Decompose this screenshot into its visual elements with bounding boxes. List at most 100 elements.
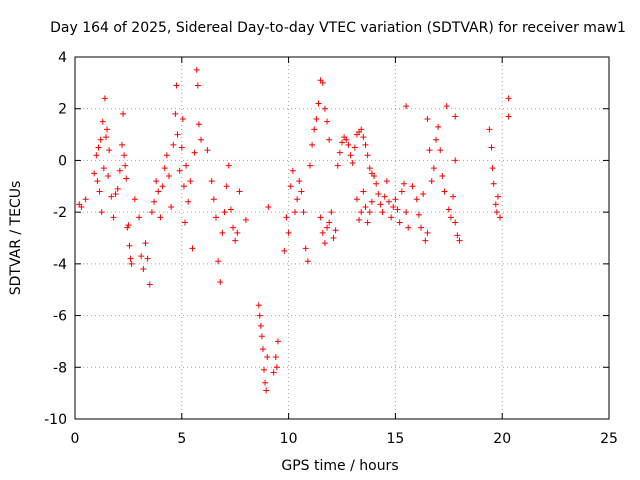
data-point-marker: [82, 196, 89, 203]
data-point-marker: [182, 219, 189, 226]
data-point-marker: [124, 224, 131, 231]
data-point-marker: [339, 139, 345, 146]
data-point-marker: [172, 110, 179, 117]
data-point-marker: [392, 196, 399, 203]
data-point-marker: [360, 134, 367, 141]
data-point-marker: [420, 191, 427, 198]
data-point-marker: [215, 258, 222, 265]
data-point-marker: [296, 178, 303, 185]
data-point-marker: [272, 353, 279, 360]
data-point-marker: [142, 240, 149, 247]
data-point-marker: [212, 214, 219, 221]
data-point-marker: [114, 185, 121, 192]
data-point-marker: [409, 183, 416, 190]
data-point-marker: [426, 147, 433, 154]
data-point-marker: [136, 214, 143, 221]
data-point-marker: [360, 188, 367, 195]
data-point-marker: [191, 149, 198, 156]
data-point-marker: [362, 141, 369, 148]
y-tick-label: 0: [58, 153, 67, 169]
data-point-marker: [140, 266, 147, 273]
data-point-marker: [311, 126, 318, 133]
data-point-marker: [418, 224, 425, 231]
data-point-marker: [326, 136, 333, 143]
data-point-marker: [97, 136, 104, 143]
data-point-marker: [492, 201, 499, 208]
data-point-marker: [319, 79, 326, 86]
data-point-marker: [505, 113, 512, 120]
y-tick-label: -10: [44, 412, 67, 428]
data-point-marker: [300, 209, 307, 216]
data-point-marker: [364, 219, 371, 226]
data-point-marker: [187, 178, 194, 185]
data-point-marker: [204, 147, 211, 154]
data-point-marker: [148, 209, 155, 216]
data-point-marker: [144, 255, 151, 262]
data-point-marker: [120, 110, 127, 117]
data-point-marker: [298, 188, 305, 195]
data-point-marker: [255, 302, 262, 309]
data-point-marker: [126, 242, 133, 249]
data-point-marker: [170, 141, 177, 148]
x-tick-label: 5: [177, 431, 186, 447]
data-point-marker: [96, 188, 103, 195]
grid-lines: [75, 57, 609, 419]
data-point-marker: [263, 387, 270, 394]
data-point-marker: [292, 209, 299, 216]
data-point-marker: [373, 180, 380, 187]
y-axis-label: SDTVAR / TECUs: [8, 181, 24, 296]
data-point-marker: [157, 214, 164, 221]
data-point-marker: [230, 224, 237, 231]
data-point-marker: [185, 198, 192, 205]
data-point-marker: [168, 203, 175, 210]
data-point-marker: [165, 172, 172, 179]
data-point-marker: [353, 196, 360, 203]
data-point-marker: [261, 366, 268, 373]
data-point-marker: [317, 214, 324, 221]
data-point-marker: [100, 165, 107, 172]
data-point-marker: [236, 188, 243, 195]
data-point-marker: [257, 322, 264, 329]
data-point-marker: [332, 227, 339, 234]
data-point-marker: [424, 229, 431, 236]
data-point-marker: [447, 214, 454, 221]
data-point-marker: [336, 149, 343, 156]
data-point-marker: [439, 172, 446, 179]
data-point-marker: [155, 188, 162, 195]
x-tick-label: 10: [280, 431, 298, 447]
axis-ticks: 0 5 10 15 20 25 -10 -8 -6 -4 -2 0 2 4: [44, 50, 618, 447]
data-point-marker: [328, 209, 335, 216]
data-point-marker: [490, 180, 497, 187]
data-point-marker: [324, 118, 331, 125]
y-tick-label: 2: [58, 102, 67, 118]
data-point-marker: [505, 95, 512, 102]
data-point-marker: [221, 209, 228, 216]
data-point-marker: [321, 105, 328, 112]
data-point-marker: [112, 191, 119, 198]
data-point-marker: [400, 180, 407, 187]
data-point-marker: [256, 312, 263, 319]
data-point-marker: [219, 229, 226, 236]
data-point-marker: [102, 134, 109, 141]
data-point-marker: [163, 152, 170, 159]
data-point-marker: [383, 178, 390, 185]
data-point-marker: [452, 157, 459, 164]
data-point-marker: [146, 281, 153, 288]
data-point-marker: [405, 224, 412, 231]
data-point-marker: [345, 141, 352, 148]
x-tick-label: 15: [386, 431, 404, 447]
plot-frame: [74, 56, 610, 420]
x-tick-label: 25: [600, 431, 618, 447]
data-point-marker: [208, 178, 215, 185]
data-point-marker: [452, 219, 459, 226]
data-point-marker: [273, 364, 280, 371]
data-point-marker: [313, 116, 320, 123]
data-point-marker: [497, 214, 504, 221]
data-point-marker: [445, 206, 452, 213]
data-point-marker: [486, 126, 493, 133]
data-point-marker: [265, 203, 272, 210]
data-point-marker: [178, 144, 185, 151]
data-point-marker: [274, 338, 281, 345]
data-point-marker: [364, 152, 371, 159]
